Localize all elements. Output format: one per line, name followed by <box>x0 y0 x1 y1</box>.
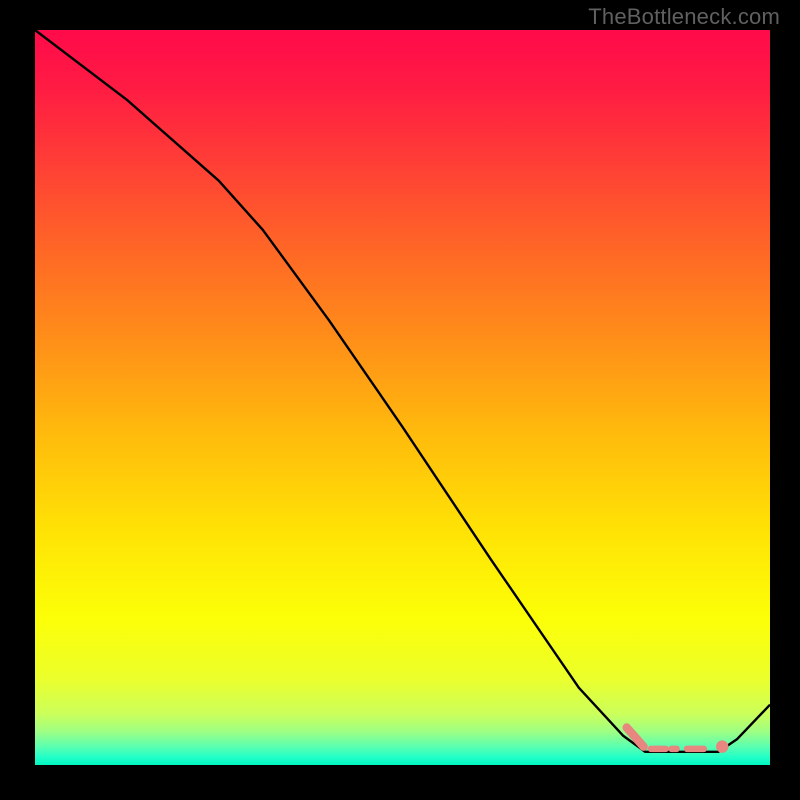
plot-area <box>35 30 770 765</box>
chart-lines <box>35 30 770 765</box>
watermark-text: TheBottleneck.com <box>588 4 780 30</box>
accent-dot <box>716 740 728 752</box>
main-curve <box>35 30 770 752</box>
chart-container <box>0 0 800 800</box>
